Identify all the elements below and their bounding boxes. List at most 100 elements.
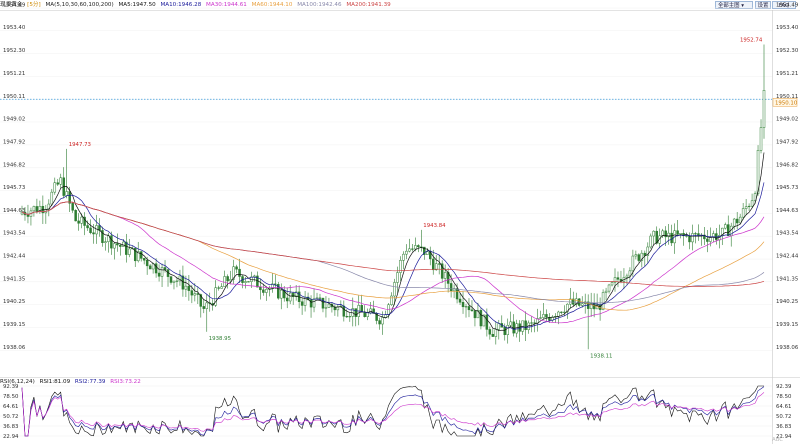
ma200-line (21, 201, 765, 287)
candle-body (291, 292, 295, 298)
candle-body (643, 252, 647, 256)
candle-body (38, 205, 42, 213)
candle-body (557, 311, 560, 317)
rsi-tick-right: 22.94 (776, 434, 792, 440)
dropdown-label: 全部主图 (718, 3, 740, 9)
rsi-tick-right: 64.61 (776, 404, 791, 410)
candle-body (262, 289, 265, 293)
candle-body (247, 281, 250, 283)
faq-button[interactable]: FAQ (772, 1, 796, 9)
candle-body (524, 320, 527, 331)
candle-body (572, 298, 575, 305)
candle-body (202, 306, 206, 309)
candle-body (509, 321, 512, 326)
candle-body (726, 224, 730, 236)
candle-body (133, 247, 137, 262)
candle-body (226, 276, 229, 282)
candle-body (431, 258, 435, 271)
y-tick-left: 1947.92 (3, 139, 25, 145)
candle-body (348, 316, 352, 318)
candle-body (136, 251, 140, 262)
watermark: ABC (772, 437, 783, 443)
candle-body (691, 233, 694, 243)
ma5-line (21, 152, 765, 331)
candle-body (288, 292, 292, 302)
y-tick-right: 1941.35 (776, 276, 798, 282)
candle-body (506, 324, 509, 335)
price-annotation-high: 1943.84 (423, 223, 446, 229)
candle-body (142, 258, 146, 261)
candle-body (610, 282, 614, 286)
rsi2-label: RSI2:77.39 (74, 379, 106, 385)
candle-body (128, 248, 131, 255)
candle-body (59, 177, 62, 185)
symbol-label: 现货黄金 (0, 2, 23, 8)
rsi-tick-left: 50.72 (3, 414, 18, 420)
candle-body (363, 311, 366, 317)
candle-body (476, 310, 480, 319)
candle-body (470, 309, 474, 312)
y-tick-right: 1953.40 (776, 25, 799, 31)
candle-body (95, 225, 98, 235)
candle-body (327, 303, 331, 308)
candle-body (539, 317, 542, 319)
candle-body (184, 285, 188, 290)
candle-body (104, 241, 107, 243)
candle-body (467, 306, 471, 311)
rsi3-line (21, 387, 765, 437)
candle-body (318, 297, 322, 299)
candle-body (193, 293, 197, 296)
candle-body (169, 276, 173, 283)
y-tick-right: 1942.44 (776, 254, 799, 260)
y-tick-left: 1944.63 (3, 208, 25, 214)
rsi3-label: RSI3:73.22 (110, 379, 141, 385)
y-tick-right: 1945.73 (776, 185, 798, 191)
candle-body (694, 233, 697, 235)
candle-body (649, 235, 653, 248)
candle-body (26, 214, 30, 217)
candle-body (667, 232, 670, 238)
candle-body (741, 208, 745, 218)
candle-body (199, 294, 203, 307)
rsi-tick-right: 78.50 (776, 394, 792, 400)
y-tick-right: 1950.11 (776, 94, 798, 100)
y-tick-left: 1954.49 (3, 3, 26, 9)
y-tick-right: 1952.30 (776, 48, 799, 54)
candle-body (116, 243, 119, 246)
candle-body (83, 216, 86, 226)
candle-body (122, 241, 125, 247)
candle-body (387, 304, 390, 315)
candle-body (354, 308, 358, 317)
candle-body (342, 305, 346, 317)
candle-body (274, 283, 277, 285)
main-chart-dropdown[interactable]: 全部主图 ▾ (715, 1, 753, 9)
candle-body (452, 288, 456, 292)
candle-body (560, 311, 563, 313)
rsi-tick-left: 92.39 (3, 384, 19, 390)
y-tick-right: 1938.06 (776, 345, 799, 351)
y-tick-left: 1953.40 (3, 25, 26, 31)
candle-body (223, 276, 226, 287)
candle-body (491, 333, 495, 337)
candle-body (670, 232, 673, 244)
candle-body (321, 297, 325, 309)
candle-body (512, 321, 515, 334)
ma60-label: MA60:1944.10 (251, 2, 293, 8)
candle-body (157, 272, 161, 277)
ma10-label: MA10:1946.28 (160, 2, 202, 8)
period-label[interactable]: [5分] (27, 2, 41, 8)
settings-button[interactable]: 设置 (755, 1, 771, 9)
candle-body (232, 266, 235, 280)
candle-body (271, 283, 274, 289)
candle-body (485, 314, 489, 330)
candle-body (417, 245, 420, 248)
candle-body (384, 314, 387, 318)
candle-body (381, 317, 384, 325)
candle-body (366, 312, 369, 317)
current-price-marker: 1950.10 (775, 100, 798, 106)
rsi-header: RSI(6,12,24) RSI1:81.09 RSI2:77.39 RSI3:… (0, 378, 144, 387)
candle-body (125, 241, 128, 255)
candle-body (175, 280, 179, 282)
y-tick-right: 1946.82 (776, 162, 798, 168)
candle-body (455, 288, 459, 300)
